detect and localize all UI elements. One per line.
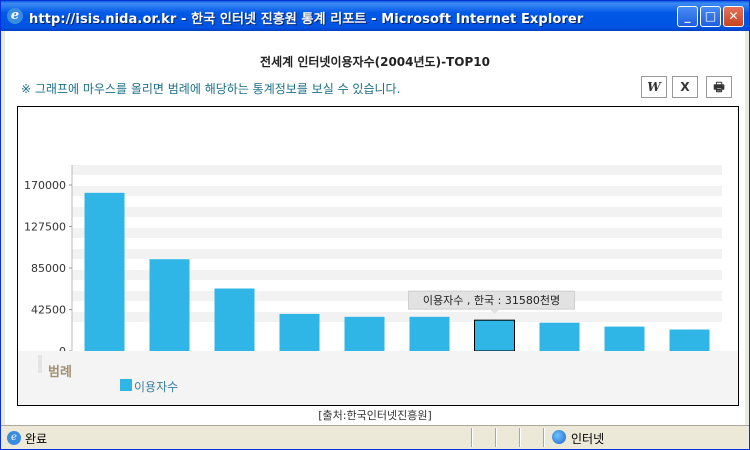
bar — [344, 316, 385, 351]
internet-explorer-icon: e — [7, 8, 23, 24]
y-tick-label: 42500 — [31, 304, 66, 317]
page-content: 전세계 인터넷이용자수(2004년도)-TOP10 ※ 그래프에 마우스를 올리… — [5, 31, 745, 425]
title-bar[interactable]: e http://isis.nida.or.kr - 한국 인터넷 진흥원 통계… — [1, 1, 749, 31]
security-zone-label: 인터넷 — [571, 432, 605, 446]
grid-band — [72, 186, 722, 196]
bar — [214, 288, 255, 351]
export-word-button[interactable]: W — [641, 76, 667, 98]
hover-notice: ※ 그래프에 마우스를 올리면 범례에 해당하는 통계정보를 보실 수 있습니다… — [21, 82, 401, 96]
bar — [409, 316, 450, 351]
bar-chart: 04250085000127500170000미국중국일본영국독일인도한국이탈리… — [24, 165, 722, 351]
chart-panel: 04250085000127500170000미국중국일본영국독일인도한국이탈리… — [17, 106, 739, 406]
y-tick-label: 0 — [59, 345, 66, 351]
bar — [539, 322, 580, 351]
y-tick-label: 127500 — [24, 221, 66, 234]
grid-band — [72, 165, 722, 175]
page-title: 전세계 인터넷이용자수(2004년도)-TOP10 — [260, 55, 490, 69]
y-tick-label: 85000 — [31, 262, 66, 275]
page-loaded-icon: e — [7, 431, 21, 445]
status-bar: e 완료 인터넷 — [1, 425, 749, 449]
status-divider — [519, 428, 521, 447]
bar — [474, 319, 515, 351]
bar — [279, 313, 320, 351]
status-text: 완료 — [25, 432, 48, 446]
status-divider — [471, 428, 473, 447]
legend-panel: 범례 이용자수 — [18, 351, 738, 405]
export-excel-button[interactable]: X — [672, 76, 698, 98]
grid-band — [72, 207, 722, 217]
legend-title: 범례 — [48, 365, 72, 380]
grid-band — [72, 291, 722, 301]
close-button[interactable]: ✕ — [723, 6, 744, 27]
print-button[interactable]: 🖶 — [706, 76, 732, 98]
bar — [604, 326, 645, 351]
source-note: [출처:한국인터넷진흥원] — [318, 409, 432, 422]
grid-band — [72, 249, 722, 259]
bar — [84, 192, 125, 351]
tooltip-pointer — [489, 309, 500, 315]
bar — [149, 259, 190, 351]
status-divider — [543, 428, 545, 447]
legend-divider — [38, 355, 42, 373]
internet-zone-icon — [552, 430, 566, 444]
minimize-button[interactable]: _ — [677, 6, 698, 27]
tooltip-text: 이용자수 , 한국 : 31580천명 — [423, 293, 560, 307]
grid-band — [72, 228, 722, 238]
y-tick-label: 170000 — [24, 179, 66, 192]
maximize-button[interactable]: □ — [700, 6, 721, 27]
grid-band — [72, 270, 722, 280]
legend-series-label[interactable]: 이용자수 — [134, 380, 179, 394]
grid-band — [72, 312, 722, 322]
status-divider — [495, 428, 497, 447]
bar — [669, 329, 710, 351]
legend-swatch — [120, 379, 132, 391]
window-title: http://isis.nida.or.kr - 한국 인터넷 진흥원 통계 리… — [29, 12, 584, 27]
